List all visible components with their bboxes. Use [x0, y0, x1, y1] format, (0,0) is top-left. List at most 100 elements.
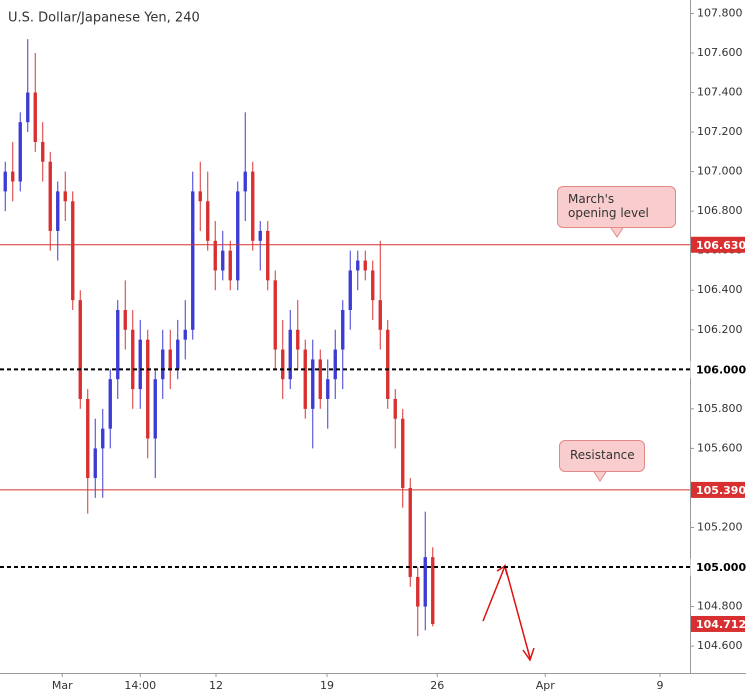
- candle-body: [183, 329, 187, 340]
- candle: [386, 319, 390, 409]
- candle-body: [386, 329, 390, 399]
- x-tick-label: 19: [320, 679, 334, 692]
- x-tick-label: Mar: [52, 679, 73, 692]
- candle-body: [63, 191, 67, 202]
- candle: [423, 511, 427, 631]
- candle: [146, 329, 150, 459]
- candle: [161, 329, 165, 399]
- candle: [243, 112, 247, 222]
- candle: [303, 339, 307, 419]
- y-tick-label: 104.600: [697, 639, 743, 652]
- candle: [356, 250, 360, 291]
- candle-body: [48, 161, 52, 231]
- candle: [123, 280, 127, 350]
- candle: [251, 161, 255, 251]
- candle-body: [266, 230, 270, 281]
- x-tick-label: 26: [430, 679, 444, 692]
- candle-body: [311, 359, 315, 409]
- price-label-box: [691, 236, 745, 253]
- candle-body: [153, 379, 157, 439]
- candle-body: [41, 141, 45, 162]
- candle: [33, 52, 37, 152]
- x-tick-label: 9: [657, 679, 664, 692]
- y-tick-label: 107.000: [697, 165, 743, 178]
- candle: [288, 310, 292, 390]
- candle-body: [78, 300, 82, 399]
- candle-body: [26, 92, 30, 123]
- candle: [416, 567, 420, 637]
- candle: [296, 300, 300, 370]
- candle: [191, 171, 195, 340]
- arrow-head: [496, 564, 508, 576]
- candles: [3, 39, 435, 637]
- candle: [266, 221, 270, 291]
- candle-body: [416, 576, 420, 607]
- candle-body: [18, 122, 22, 182]
- candle: [408, 478, 412, 587]
- callout-pointer: [593, 471, 607, 482]
- price-label: 106.630: [696, 239, 746, 252]
- candle: [48, 151, 52, 251]
- candle-body: [191, 191, 195, 330]
- candle-body: [341, 310, 345, 350]
- candle-body: [93, 448, 97, 479]
- candle-body: [176, 339, 180, 370]
- y-tick-label: 107.600: [697, 46, 743, 59]
- candle: [273, 270, 277, 370]
- candle-body: [146, 339, 150, 439]
- candle: [183, 300, 187, 360]
- candle: [168, 329, 172, 390]
- candle-body: [303, 349, 307, 409]
- candle-body: [288, 329, 292, 380]
- y-tick-label: 104.800: [697, 600, 743, 613]
- candle: [153, 369, 157, 479]
- candle-body: [56, 191, 60, 231]
- candle: [341, 300, 345, 390]
- candle-body: [11, 171, 15, 182]
- candle-body: [86, 398, 90, 479]
- price-label: 105.390: [696, 484, 746, 497]
- candle-body: [393, 398, 397, 419]
- candle: [206, 171, 210, 251]
- projection-arrow: [482, 563, 535, 662]
- price-label: 106.000: [696, 363, 746, 376]
- price-label-box: [691, 615, 745, 632]
- candle-body: [3, 171, 7, 192]
- y-tick-label: 106.800: [697, 204, 743, 217]
- annotation: Resistance: [559, 440, 645, 472]
- candle: [93, 418, 97, 498]
- candle: [131, 310, 135, 409]
- candle-body: [281, 349, 285, 380]
- candle-body: [168, 349, 172, 370]
- price-label: 105.000: [696, 561, 746, 574]
- annotation: March's opening level: [557, 186, 676, 228]
- candle: [348, 250, 352, 330]
- candle: [86, 389, 90, 514]
- y-tick-label: 106.400: [697, 283, 743, 296]
- candle-body: [33, 92, 37, 142]
- candle-body: [108, 379, 112, 429]
- candle-body: [318, 359, 322, 399]
- callout-pointer: [610, 227, 624, 238]
- candle-body: [371, 270, 375, 301]
- candle: [326, 359, 330, 429]
- candle: [101, 408, 105, 498]
- candle: [401, 408, 405, 508]
- candle: [78, 290, 82, 409]
- candle: [116, 300, 120, 399]
- y-tick-label: 107.400: [697, 86, 743, 99]
- y-tick-label: 105.800: [697, 402, 743, 415]
- candle-body: [213, 240, 217, 271]
- candle-body: [273, 280, 277, 350]
- y-tick-label: 106.200: [697, 323, 743, 336]
- y-tick-label: 107.200: [697, 125, 743, 138]
- candle-body: [378, 300, 382, 330]
- candle: [431, 547, 435, 627]
- candle: [311, 339, 315, 449]
- candle-body: [258, 230, 262, 241]
- candle: [281, 319, 285, 399]
- y-tick-label: 107.800: [697, 6, 743, 19]
